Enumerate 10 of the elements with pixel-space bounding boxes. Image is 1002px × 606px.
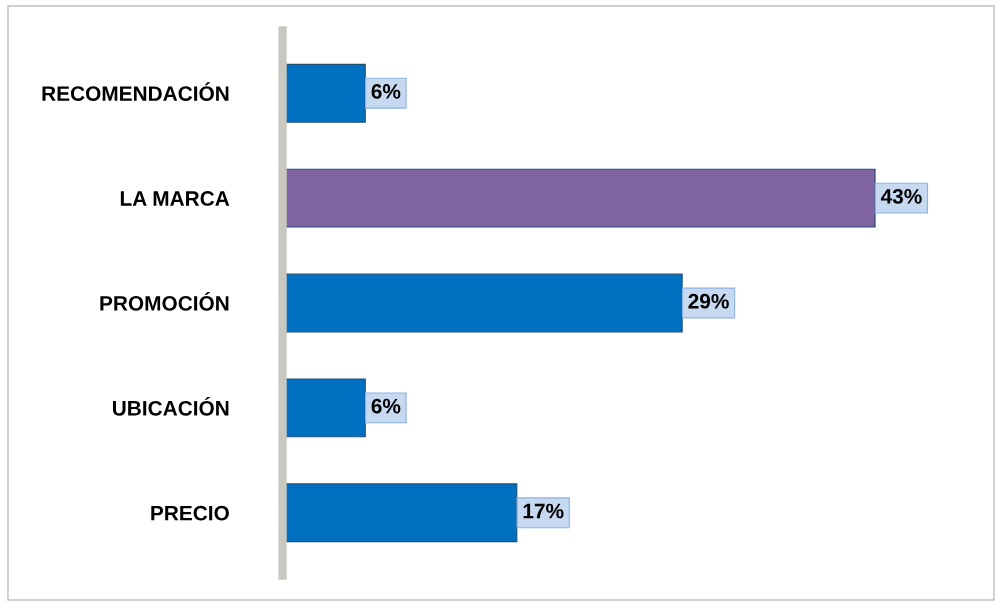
y-tick-label: PRECIO <box>151 505 229 521</box>
y-tick-label: LA MARCA <box>120 191 230 206</box>
data-label: 6% <box>371 84 401 99</box>
data-label: 17% <box>523 503 564 519</box>
y-tick-label: UBICACIÓN <box>112 396 229 416</box>
y-tick-label: PROMOCIÓN <box>100 292 229 311</box>
data-label: 6% <box>371 398 401 414</box>
y-tick-label: RECOMENDACIÓN <box>42 82 229 101</box>
data-label: 43% <box>880 188 922 204</box>
data-label: 29% <box>688 293 729 309</box>
